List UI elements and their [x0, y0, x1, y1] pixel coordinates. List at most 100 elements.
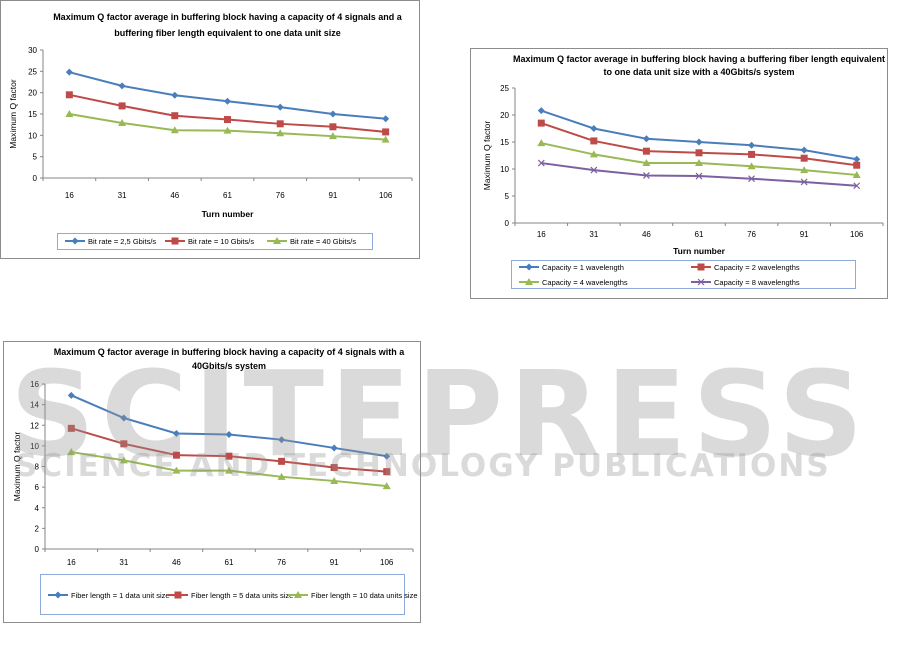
data-point-diamond — [642, 135, 650, 143]
data-point-diamond — [171, 91, 179, 99]
x-tick-label: 91 — [330, 558, 339, 567]
data-point-diamond — [537, 107, 545, 115]
x-tick-label: 76 — [276, 191, 285, 200]
data-point-diamond — [71, 237, 79, 245]
data-point-diamond — [118, 82, 126, 90]
chart-title: buffering fiber length equivalent to one… — [114, 28, 341, 38]
data-point-square — [853, 161, 861, 169]
data-point-diamond — [329, 110, 337, 118]
data-point-square — [748, 150, 756, 158]
x-tick-label: 31 — [589, 230, 598, 239]
data-point-diamond — [853, 155, 861, 163]
chart-title: 40Gbits/s system — [192, 361, 266, 371]
data-point-triangle — [747, 162, 756, 170]
legend-item: Fiber length = 1 data unit size — [48, 591, 170, 600]
data-point-x — [643, 172, 650, 179]
data-point-triangle — [642, 159, 651, 167]
x-tick-label: 31 — [118, 191, 127, 200]
data-point-triangle — [65, 110, 74, 117]
data-point-x — [800, 178, 808, 186]
data-point-triangle — [381, 135, 390, 143]
legend-label: Capacity = 4 wavelengths — [542, 278, 628, 287]
data-point-square — [171, 112, 179, 120]
y-tick-label: 25 — [28, 67, 37, 76]
series-3 — [67, 448, 391, 490]
data-point-square — [174, 591, 182, 599]
x-tick-label: 16 — [67, 558, 76, 567]
data-point-triangle — [525, 278, 533, 285]
data-point-triangle — [537, 139, 546, 147]
data-point-triangle — [273, 237, 281, 244]
y-axis-label: Maximum Q factor — [8, 79, 18, 149]
data-point-square — [642, 147, 650, 155]
data-point-square — [118, 102, 126, 110]
data-point-triangle — [589, 150, 598, 158]
x-tick-label: 46 — [170, 191, 179, 200]
legend-item: Capacity = 8 wavelengths — [691, 278, 800, 287]
legend-label: Bit rate = 40 Gbits/s — [290, 237, 356, 246]
data-point-square — [383, 468, 391, 476]
legend-label: Capacity = 1 wavelength — [542, 263, 624, 272]
data-point-square — [697, 263, 705, 271]
data-point-square — [120, 440, 128, 448]
data-point-square — [278, 457, 286, 465]
data-point-x — [748, 175, 755, 183]
data-point-square — [329, 123, 337, 131]
data-point-diamond — [276, 103, 284, 111]
legend-item: Capacity = 2 wavelengths — [691, 263, 800, 272]
data-point-diamond — [225, 431, 233, 439]
y-tick-label: 0 — [35, 545, 40, 554]
series-2 — [537, 119, 861, 169]
y-tick-label: 5 — [33, 153, 38, 162]
data-point-square — [65, 91, 73, 99]
data-point-square — [800, 154, 808, 162]
x-tick-label: 46 — [172, 558, 181, 567]
data-point-diamond — [383, 452, 391, 460]
data-point-x — [697, 278, 705, 286]
data-point-diamond — [224, 97, 231, 105]
y-tick-label: 0 — [505, 219, 510, 228]
data-point-triangle — [277, 472, 286, 480]
data-point-diamond — [120, 414, 128, 422]
y-tick-label: 4 — [35, 504, 40, 513]
data-point-diamond — [748, 141, 756, 149]
legend-box — [40, 574, 405, 615]
data-point-square — [224, 116, 231, 124]
y-tick-label: 10 — [500, 165, 509, 174]
legend-item: Capacity = 1 wavelength — [519, 263, 624, 272]
chart-title: Maximum Q factor average in buffering bl… — [513, 54, 885, 64]
legend-item: Fiber length = 5 data units size — [168, 591, 293, 600]
chart-title: to one data unit size with a 40Gbits/s s… — [603, 67, 794, 77]
series-4 — [537, 159, 861, 190]
y-tick-label: 10 — [28, 131, 37, 140]
data-point-diamond — [67, 391, 75, 399]
data-point-triangle — [294, 591, 302, 598]
legend-label: Bit rate = 2,5 Gbits/s — [88, 237, 156, 246]
legend: Fiber length = 1 data unit size Fiber len… — [40, 574, 418, 615]
y-tick-label: 15 — [500, 138, 509, 147]
y-tick-label: 5 — [505, 192, 510, 201]
data-point-triangle — [276, 129, 285, 137]
data-point-diamond — [65, 68, 73, 76]
series-3 — [65, 110, 390, 143]
data-point-triangle — [225, 466, 233, 474]
y-tick-label: 16 — [30, 380, 39, 389]
x-tick-label: 46 — [642, 230, 651, 239]
data-point-x — [537, 159, 545, 167]
chart-2: Maximum Q factor average in buffering bl… — [470, 48, 888, 299]
data-point-square — [382, 128, 390, 136]
legend: Capacity = 1 wavelength Capacity = 2 wave… — [511, 260, 856, 289]
x-axis-label: Turn number — [673, 246, 725, 256]
legend-item: Capacity = 4 wavelengths — [519, 278, 628, 287]
legend: Bit rate = 2,5 Gbits/s Bit rate = 10 Gbit… — [57, 233, 373, 250]
data-point-diamond — [800, 146, 808, 154]
data-point-diamond — [54, 591, 62, 599]
data-point-x — [853, 182, 861, 190]
data-point-triangle — [330, 476, 339, 484]
legend-item: Bit rate = 10 Gbits/s — [165, 237, 254, 246]
data-point-square — [225, 452, 233, 460]
x-tick-label: 61 — [223, 191, 232, 200]
legend-box — [57, 233, 373, 250]
legend-label: Bit rate = 10 Gbits/s — [188, 237, 254, 246]
